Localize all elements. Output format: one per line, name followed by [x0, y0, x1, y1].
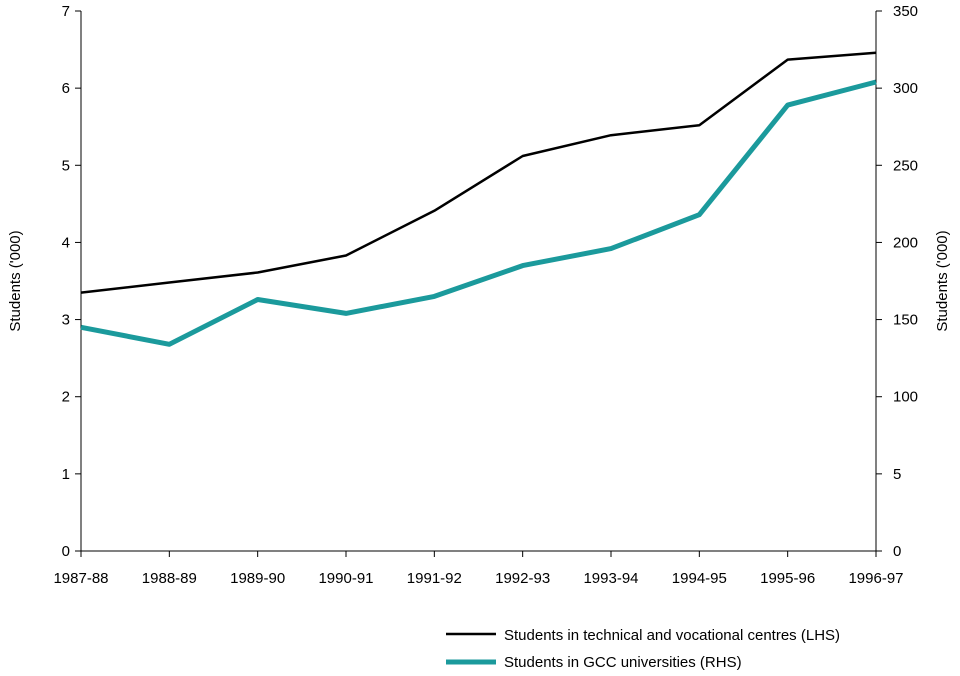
left-tick-label: 5 [62, 157, 70, 174]
legend-label-technical: Students in technical and vocational cen… [504, 627, 840, 644]
left-tick-label: 0 [62, 543, 70, 560]
x-tick-label: 1992-93 [495, 570, 550, 587]
legend: Students in technical and vocational cen… [446, 627, 840, 671]
left-tick-label: 6 [62, 80, 70, 97]
left-tick-label: 3 [62, 312, 70, 329]
left-tick-label: 1 [62, 466, 70, 483]
x-tick-label: 1990-91 [318, 570, 373, 587]
right-tick-label: 5 [893, 466, 901, 483]
series-line-technical [80, 51, 877, 294]
series-layer [80, 51, 877, 347]
x-ticks: 1987-88 1988-89 1989-90 1990-91 1991-92 1992-… [53, 551, 904, 587]
left-tick-label: 4 [62, 234, 70, 251]
left-tick-label: 2 [62, 389, 70, 406]
x-tick-label: 1989-90 [230, 570, 285, 587]
x-tick-label: 1988-89 [142, 570, 197, 587]
plot-frame [80, 11, 877, 552]
right-tick-label: 150 [893, 312, 918, 329]
x-tick-label: 1991-92 [407, 570, 462, 587]
x-tick-label: 1996-97 [848, 570, 903, 587]
x-tick-label: 1987-88 [53, 570, 108, 587]
left-ticks: 0 1 2 3 4 5 6 7 [62, 3, 81, 560]
left-axis-title: Students ('000) [7, 230, 24, 331]
right-tick-label: 200 [893, 234, 918, 251]
right-tick-label: 100 [893, 389, 918, 406]
right-tick-label: 0 [893, 543, 901, 560]
x-tick-label: 1994-95 [672, 570, 727, 587]
x-tick-label: 1995-96 [760, 570, 815, 587]
right-tick-label: 350 [893, 3, 918, 20]
right-ticks: 0 5 100 150 200 250 300 350 [876, 3, 918, 560]
right-tick-label: 300 [893, 80, 918, 97]
right-axis-title: Students ('000) [934, 230, 951, 331]
right-tick-label: 250 [893, 157, 918, 174]
x-tick-label: 1993-94 [583, 570, 638, 587]
left-tick-label: 7 [62, 3, 70, 20]
legend-label-universities: Students in GCC universities (RHS) [504, 654, 742, 671]
series-line-universities [80, 79, 877, 347]
